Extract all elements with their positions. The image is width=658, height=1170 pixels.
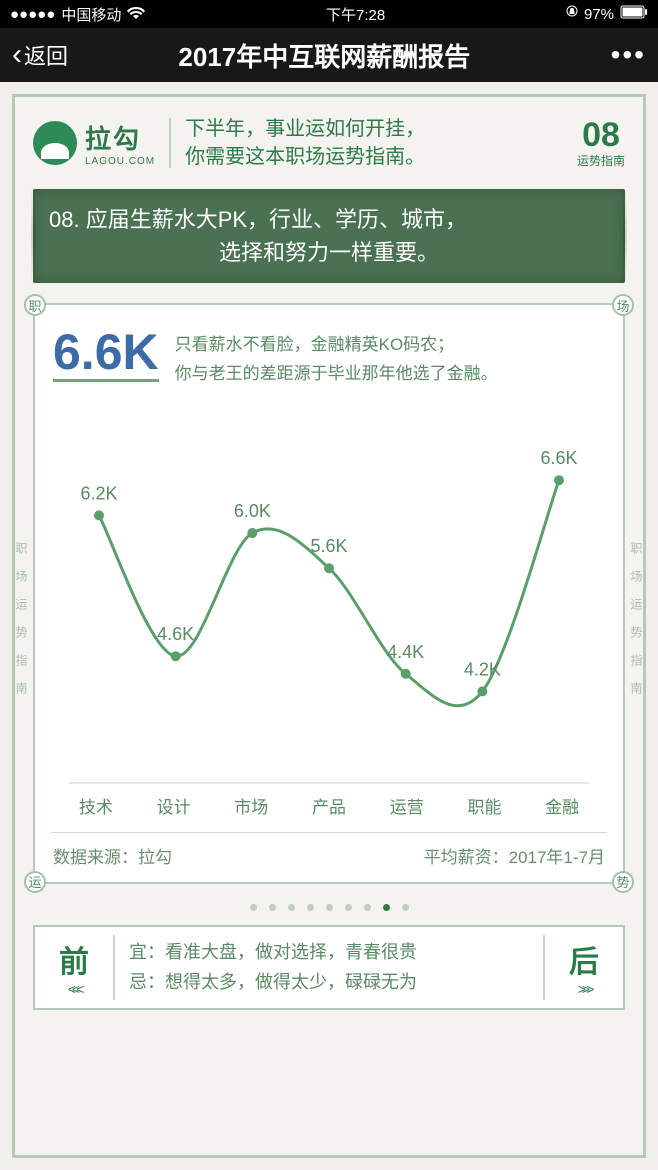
- chart-footer-divider: [51, 832, 607, 833]
- status-bar: ●●●●● 中国移动 下午7:28 97%: [0, 0, 658, 28]
- section-title: 08. 应届生薪水大PK，行业、学历、城市， 选择和努力一样重要。: [33, 189, 625, 283]
- page-number-badge: 08 运势指南: [577, 118, 625, 169]
- header-divider: [169, 118, 171, 168]
- chevron-left-icon: ‹: [12, 40, 22, 70]
- svg-text:4.6K: 4.6K: [157, 624, 194, 644]
- x-axis-label: 技术: [57, 793, 135, 818]
- x-axis-label: 金融: [523, 793, 601, 818]
- lagou-logo-icon: [33, 121, 77, 165]
- line-chart: 6.2K 4.6K 6.0K 5.6K 4.4K 4.2K 6.6K: [53, 399, 605, 787]
- svg-text:6.6K: 6.6K: [540, 448, 577, 468]
- page-dot[interactable]: [307, 904, 314, 911]
- page-dot[interactable]: [383, 904, 390, 911]
- wifi-icon: [127, 5, 145, 23]
- svg-text:6.2K: 6.2K: [80, 483, 117, 503]
- chart-description: 只看薪水不看脸，金融精英KO码农； 你与老王的差距源于毕业那年他选了金融。: [175, 327, 605, 389]
- content-frame: 职场运势指南 职场运势指南 拉勾 LAGOU.COM 下半年，事业运如何开挂， …: [12, 94, 646, 1158]
- battery-percent: 97%: [584, 6, 614, 23]
- logo-block: 拉勾 LAGOU.COM: [33, 119, 155, 167]
- svg-text:4.2K: 4.2K: [464, 659, 501, 679]
- chart-header: 6.6K 只看薪水不看脸，金融精英KO码农； 你与老王的差距源于毕业那年他选了金…: [53, 327, 605, 389]
- corner-badge-br: 势: [612, 871, 634, 893]
- corner-badge-tr: 场: [612, 294, 634, 316]
- chart-x-labels: 技术设计市场产品运营职能金融: [53, 793, 605, 818]
- logo-text-cn: 拉勾: [85, 119, 155, 156]
- chart-footer: 数据来源：拉勾 平均薪资：2017年1-7月: [53, 843, 605, 868]
- page-dot[interactable]: [364, 904, 371, 911]
- next-button[interactable]: 后 >>>: [545, 927, 623, 1008]
- header-row: 拉勾 LAGOU.COM 下半年，事业运如何开挂， 你需要这本职场运势指南。 0…: [33, 115, 625, 171]
- svg-text:6.0K: 6.0K: [234, 501, 271, 521]
- page-dot[interactable]: [345, 904, 352, 911]
- chevron-right-icon: >>>: [578, 981, 591, 997]
- page-dot[interactable]: [288, 904, 295, 911]
- chevron-left-icon: <<<: [68, 981, 81, 997]
- chart-card: 职 场 运 势 6.6K 只看薪水不看脸，金融精英KO码农； 你与老王的差距源于…: [33, 303, 625, 884]
- svg-text:4.4K: 4.4K: [387, 642, 424, 662]
- x-axis-label: 设计: [135, 793, 213, 818]
- status-time: 下午7:28: [326, 4, 385, 25]
- footer-card: 前 <<< 宜：看准大盘，做对选择，青春很贵 忌：想得太多，做得太少，碌碌无为 …: [33, 925, 625, 1010]
- x-axis-label: 市场: [212, 793, 290, 818]
- prev-button[interactable]: 前 <<<: [35, 927, 113, 1008]
- battery-icon: [620, 5, 648, 23]
- svg-text:5.6K: 5.6K: [310, 536, 347, 556]
- chart-area: 6.2K 4.6K 6.0K 5.6K 4.4K 4.2K 6.6K: [53, 399, 605, 787]
- header-slogan: 下半年，事业运如何开挂， 你需要这本职场运势指南。: [185, 115, 563, 171]
- corner-badge-bl: 运: [24, 871, 46, 893]
- nav-bar: ‹ 返回 2017年中互联网薪酬报告 •••: [0, 28, 658, 82]
- lock-icon: [566, 5, 578, 23]
- chart-big-number: 6.6K: [53, 327, 159, 382]
- fortune-text: 宜：看准大盘，做对选择，青春很贵 忌：想得太多，做得太少，碌碌无为: [115, 927, 543, 1008]
- page-dot[interactable]: [269, 904, 276, 911]
- chart-source: 数据来源：拉勾: [53, 843, 172, 868]
- corner-badge-tl: 职: [24, 294, 46, 316]
- x-axis-label: 职能: [446, 793, 524, 818]
- chart-avg: 平均薪资：2017年1-7月: [424, 843, 605, 868]
- pagination-dots[interactable]: [33, 904, 625, 911]
- page-dot[interactable]: [250, 904, 257, 911]
- logo-text-en: LAGOU.COM: [85, 156, 155, 167]
- page-dot[interactable]: [402, 904, 409, 911]
- more-button[interactable]: •••: [611, 41, 646, 69]
- page-dot[interactable]: [326, 904, 333, 911]
- side-decor-right: 职场运势指南: [628, 542, 645, 710]
- signal-dots-icon: ●●●●●: [10, 6, 55, 23]
- page-title: 2017年中互联网薪酬报告: [38, 37, 611, 74]
- page-content: 职场运势指南 职场运势指南 拉勾 LAGOU.COM 下半年，事业运如何开挂， …: [0, 82, 658, 1170]
- x-axis-label: 运营: [368, 793, 446, 818]
- x-axis-label: 产品: [290, 793, 368, 818]
- carrier-label: 中国移动: [61, 4, 121, 25]
- side-decor-left: 职场运势指南: [13, 542, 30, 710]
